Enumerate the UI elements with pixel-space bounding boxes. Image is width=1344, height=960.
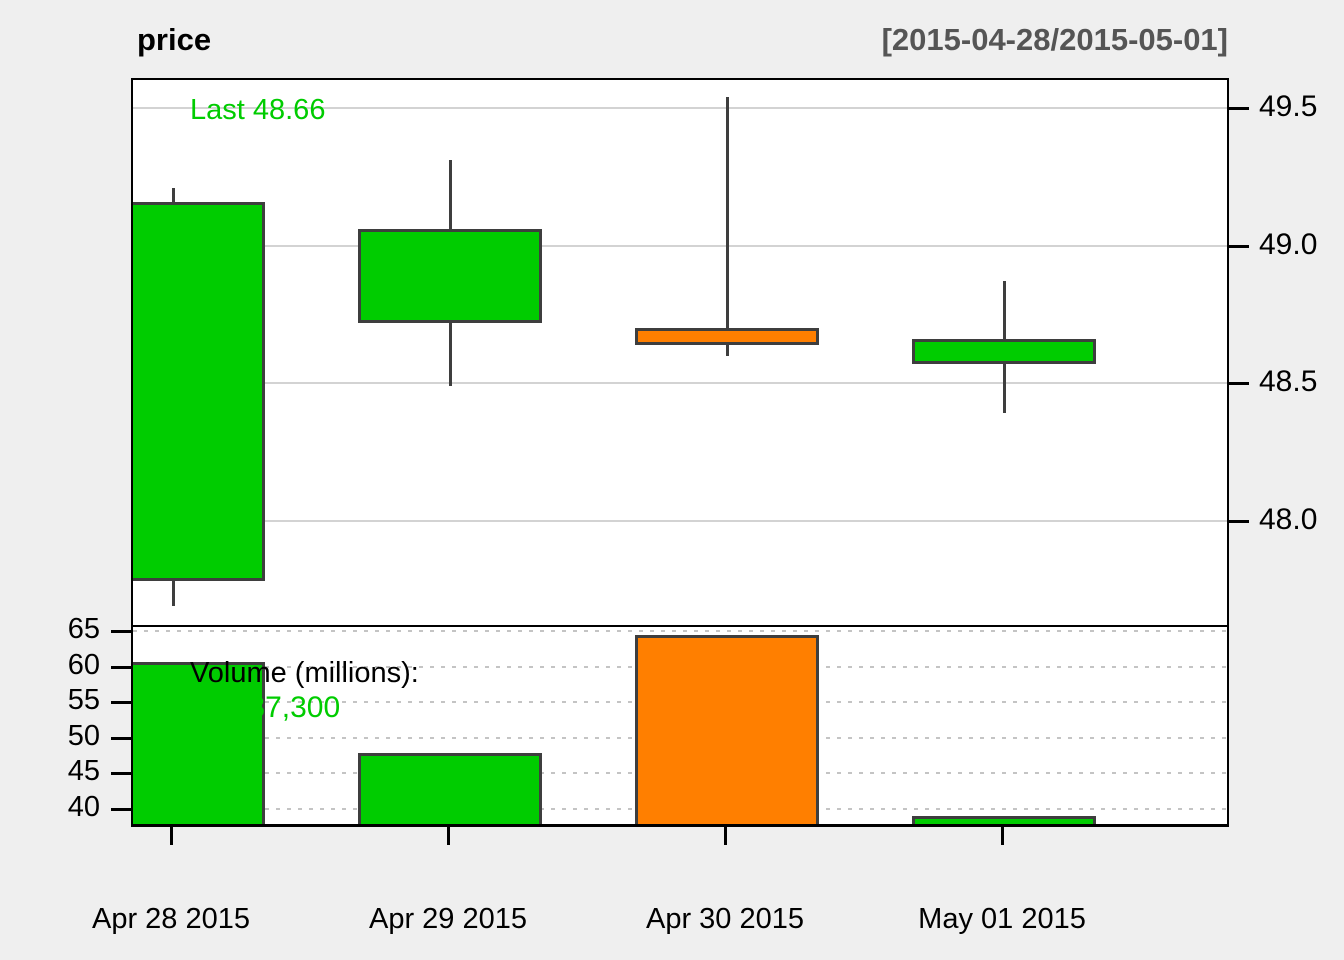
volume-axis-tick <box>111 772 131 776</box>
volume-axis-label: 45 <box>67 755 100 788</box>
x-axis-tick <box>170 827 173 845</box>
volume-axis-tick <box>111 808 131 811</box>
volume-axis-tick <box>111 736 131 740</box>
volume-axis-label: 55 <box>67 684 100 717</box>
x-axis-label: Apr 28 2015 <box>91 903 250 935</box>
x-axis-tick <box>724 827 727 845</box>
price-gridline <box>133 519 1227 522</box>
candlestick <box>358 229 542 323</box>
x-axis-label: Apr 30 2015 <box>645 903 804 935</box>
price-axis-label: 48.0 <box>1259 502 1318 536</box>
page-title: price <box>137 22 212 57</box>
volume-bar <box>912 816 1096 824</box>
x-axis-tick <box>447 827 450 845</box>
candle-wick <box>726 97 729 356</box>
candlestick <box>635 328 819 345</box>
volume-axis-tick <box>111 630 131 633</box>
x-axis-tick <box>1001 827 1004 845</box>
volume-axis-label: 65 <box>67 613 100 645</box>
price-axis-tick <box>1229 244 1249 248</box>
price-axis-label: 48.5 <box>1259 365 1318 398</box>
price-axis-label: 49.5 <box>1259 90 1318 123</box>
x-axis-label: Apr 29 2015 <box>368 903 527 935</box>
chart-box: Last 48.66 Volume (millions): 38,987,300 <box>131 78 1229 827</box>
price-axis-tick <box>1229 382 1249 385</box>
price-gridline <box>133 107 1227 109</box>
price-axis-label: 49.0 <box>1259 227 1318 261</box>
volume-bar <box>133 661 265 824</box>
volume-last-value: 38,987,300 <box>190 691 341 724</box>
volume-bar <box>358 753 542 824</box>
volume-axis-label: 60 <box>67 648 100 681</box>
price-axis-tick <box>1229 519 1249 523</box>
volume-axis-label: 40 <box>67 791 100 823</box>
volume-axis-label: 50 <box>67 719 100 752</box>
volume-gridline <box>133 630 1227 632</box>
x-axis-label: May 01 2015 <box>918 903 1086 935</box>
date-range-label: [2015-04-28/2015-05-01] <box>881 22 1228 57</box>
volume-panel: Volume (millions): 38,987,300 <box>133 627 1227 825</box>
price-gridline <box>133 244 1227 247</box>
volume-axis-tick <box>111 665 131 669</box>
price-axis-tick <box>1229 107 1249 110</box>
last-price-label: Last 48.66 <box>190 94 326 126</box>
volume-axis-tick <box>111 701 131 705</box>
candlestick <box>133 201 265 581</box>
price-panel: Last 48.66 <box>133 80 1227 627</box>
price-gridline <box>133 382 1227 384</box>
volume-label: Volume (millions): <box>190 657 419 689</box>
volume-bar <box>635 635 819 824</box>
candlestick <box>912 339 1096 364</box>
